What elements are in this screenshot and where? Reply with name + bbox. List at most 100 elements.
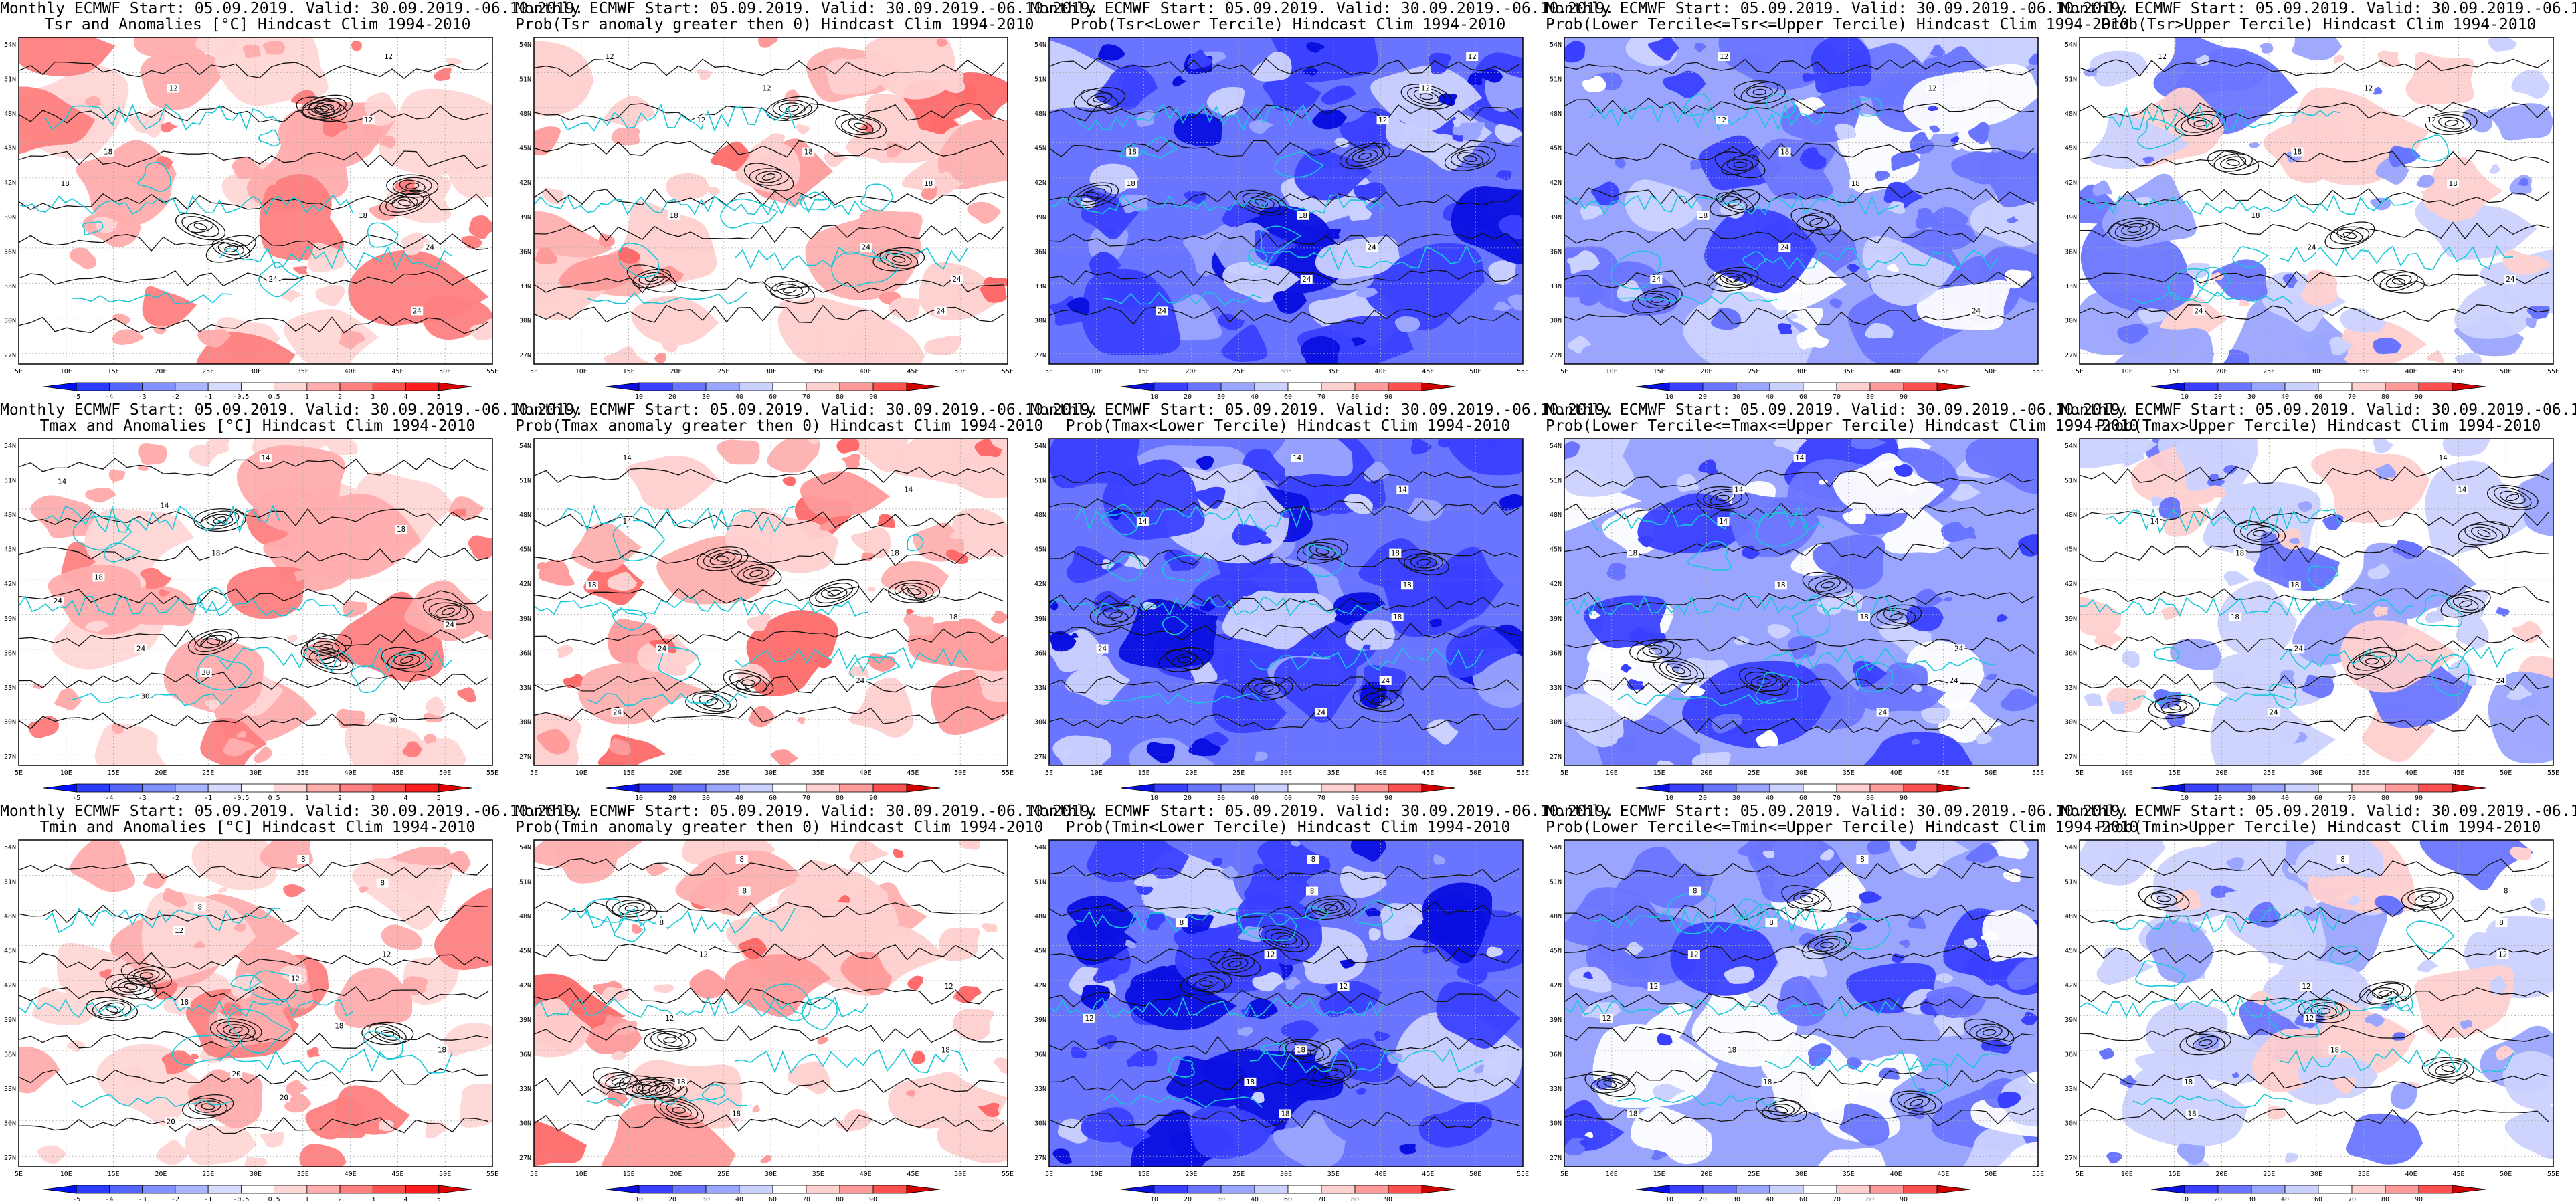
- colorbar-tick-label: -5: [72, 795, 80, 802]
- longitude-label: 45E: [1422, 769, 1434, 777]
- longitude-label: 40E: [2405, 769, 2417, 777]
- colorbar-tick-label: 20: [2214, 1196, 2222, 1203]
- latitude-label: 51N: [2065, 76, 2077, 84]
- contour-value-label: 12: [169, 84, 177, 93]
- longitude-label: 45E: [391, 1171, 403, 1178]
- longitude-label: 45E: [1937, 769, 1949, 777]
- colorbar-tick-label: 1: [305, 1196, 309, 1203]
- longitude-label: 5E: [2076, 1171, 2084, 1178]
- map-panel-tmin-2: Monthly ECMWF Start: 05.09.2019. Valid: …: [515, 803, 1099, 1204]
- latitude-label: 42N: [1550, 581, 1562, 588]
- latitude-label: 39N: [2065, 1017, 2077, 1024]
- contour-value-label: 12: [1720, 52, 1728, 61]
- longitude-label: 40E: [345, 368, 357, 375]
- latitude-label: 42N: [2065, 581, 2077, 588]
- colorbar-tick-label: 90: [2415, 795, 2423, 802]
- map-panel-tmax-4: Monthly ECMWF Start: 05.09.2019. Valid: …: [1546, 401, 2138, 803]
- contour-value-label: 8: [2499, 918, 2504, 927]
- colorbar-tick-label: 70: [802, 393, 810, 401]
- longitude-label: 40E: [2405, 368, 2417, 375]
- latitude-label: 54N: [1550, 844, 1562, 851]
- latitude-label: 33N: [1034, 684, 1046, 692]
- latitude-label: 54N: [1034, 41, 1046, 49]
- colorbar-tick-label: 10: [1150, 795, 1158, 802]
- longitude-label: 10E: [1606, 368, 1618, 375]
- contour-value-label: 30: [141, 692, 149, 701]
- latitude-label: 48N: [1034, 512, 1046, 519]
- colorbar-tick-label: -4: [105, 795, 113, 802]
- shaded-field: 12 12 12 18 18 18 24 24 24: [1564, 37, 2038, 364]
- contour-value-label: 24: [1098, 644, 1107, 653]
- contour-value-label: 18: [669, 211, 678, 220]
- contour-value-label: 8: [1311, 855, 1316, 864]
- colorbar-tick-label: 60: [769, 1196, 777, 1203]
- longitude-label: 55E: [1002, 368, 1014, 375]
- colorbar-tick-label: -2: [171, 393, 179, 401]
- longitude-label: 5E: [1560, 1171, 1568, 1178]
- colorbar-tick-label: 4: [404, 393, 408, 401]
- longitude-label: 40E: [345, 769, 357, 777]
- colorbar-tick-label: -2: [171, 795, 179, 802]
- longitude-label: 55E: [1002, 1171, 1014, 1178]
- colorbar-tick-label: 10: [1665, 393, 1673, 401]
- contour-value-label: 30: [201, 668, 210, 677]
- longitude-label: 20E: [670, 769, 682, 777]
- latitude-label: 45N: [2065, 948, 2077, 955]
- latitude-label: 27N: [1034, 1155, 1046, 1162]
- longitude-label: 25E: [202, 368, 214, 375]
- contour-value-label: 12: [1718, 116, 1726, 124]
- colorbar-tick-label: 3: [371, 1196, 375, 1203]
- contour-value-label: 8: [742, 887, 747, 896]
- colorbar-tick-label: -4: [105, 393, 113, 401]
- map-panel-tsr-5: Monthly ECMWF Start: 05.09.2019. Valid: …: [2061, 0, 2576, 401]
- latitude-label: 39N: [2065, 615, 2077, 623]
- latitude-label: 39N: [1034, 214, 1046, 221]
- latitude-label: 45N: [1034, 948, 1046, 955]
- colorbar-tick-label: 20: [668, 393, 676, 401]
- longitude-label: 20E: [2215, 368, 2227, 375]
- colorbar-tick-label: 80: [1351, 393, 1359, 401]
- colorbar-tick-label: 60: [1284, 1196, 1292, 1203]
- contour-value-label: 24: [268, 275, 278, 284]
- longitude-label: 50E: [1985, 368, 1997, 375]
- colorbar: 10 20 30 40 60 70 80 90: [605, 382, 941, 401]
- longitude-label: 10E: [60, 368, 72, 375]
- latitude-label: 54N: [519, 41, 531, 49]
- longitude-label: 5E: [1045, 1171, 1053, 1178]
- colorbar-tick-label: 40: [1766, 393, 1774, 401]
- longitude-label: 40E: [1375, 1171, 1387, 1178]
- latitude-label: 36N: [1034, 1051, 1046, 1058]
- coastlines: [534, 103, 968, 305]
- map-panel-tmax-2: Monthly ECMWF Start: 05.09.2019. Valid: …: [515, 401, 1099, 803]
- contour-value-label: 8: [739, 855, 744, 864]
- latitude-label: 54N: [1034, 844, 1046, 851]
- longitude-label: 55E: [2547, 368, 2559, 375]
- contour-value-label: 24: [446, 621, 455, 629]
- latitude-label: 30N: [4, 317, 16, 324]
- latitude-label: 54N: [519, 844, 531, 851]
- colorbar-tick-label: -3: [139, 1196, 147, 1203]
- colorbar-tick-label: 0.5: [268, 1196, 280, 1203]
- latitude-label: 36N: [519, 248, 531, 256]
- longitude-label: 35E: [1327, 769, 1340, 777]
- colorbar-tick-label: 60: [2314, 1196, 2322, 1203]
- longitude-label: 20E: [2215, 1171, 2227, 1178]
- contour-value-label: 14: [58, 478, 67, 486]
- map-plot: 88812121218181820202054N51N48N45N42N39N3…: [4, 839, 498, 1203]
- contour-value-label: 18: [949, 613, 957, 621]
- latitude-label: 42N: [1034, 581, 1046, 588]
- contour-value-label: 18: [1128, 148, 1137, 157]
- longitude-label: 45E: [1937, 1171, 1949, 1178]
- contour-value-label: 24: [1158, 306, 1167, 315]
- contour-value-label: 12: [1421, 84, 1430, 93]
- longitude-label: 20E: [1185, 368, 1197, 375]
- latitude-label: 51N: [4, 879, 16, 886]
- contour-value-label: 12: [945, 982, 953, 991]
- colorbar-tick-label: -4: [105, 1196, 113, 1203]
- colorbar-tick-label: 20: [668, 1196, 676, 1203]
- latitude-label: 33N: [2065, 283, 2077, 290]
- latitude-label: 36N: [4, 1051, 16, 1058]
- latitude-label: 36N: [1550, 649, 1562, 657]
- latitude-label: 36N: [1034, 649, 1046, 657]
- latitude-label: 45N: [2065, 546, 2077, 554]
